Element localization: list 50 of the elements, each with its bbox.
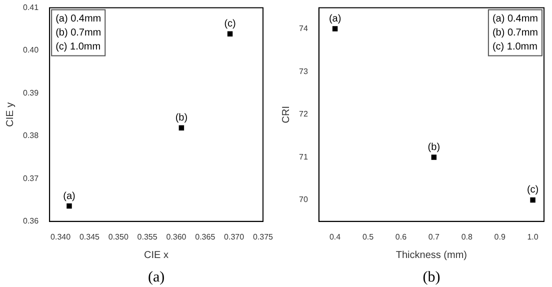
x-tick-label: 0.6 (395, 232, 408, 242)
point (178, 125, 184, 130)
annotation: (c) 1.0mm (492, 42, 538, 53)
x-tick-label: 0.9 (494, 232, 506, 242)
y-tick-label: 0.36 (22, 216, 40, 226)
annotation: (c) (526, 184, 539, 196)
point (227, 31, 233, 36)
x-tick-label: 1.0 (527, 232, 539, 242)
point (431, 154, 437, 160)
y-axis-title: CRI (280, 106, 292, 124)
x-tick-label: 0.350 (108, 232, 129, 242)
annotation: (a) (63, 190, 76, 202)
y-tick-label: 0.40 (22, 46, 40, 55)
x-tick-label: 0.4 (329, 232, 342, 242)
y-tick-label: 0.38 (22, 131, 40, 140)
point (66, 203, 72, 209)
x-tick-label: 0.5 (362, 232, 374, 242)
annotation: (b) (175, 112, 188, 124)
y-tick-label: 70 (298, 195, 308, 204)
annotation: (a) 0.4mm (492, 14, 538, 25)
point (332, 26, 338, 32)
point (530, 197, 536, 203)
y-axis-title: CIE y (4, 102, 16, 127)
x-tick-label: 0.375 (252, 232, 274, 242)
text: (b) (422, 269, 440, 286)
annotation: (b) 0.7mm (492, 28, 538, 39)
x-tick-label: 0.340 (50, 232, 72, 242)
y-tick-label: 0.41 (22, 3, 40, 12)
text: (a) (148, 269, 165, 286)
annotation: (a) 0.4mm (56, 14, 102, 25)
y-tick-label: 0.39 (22, 88, 40, 98)
y-tick-label: 71 (298, 152, 308, 162)
x-tick-label: 0.8 (461, 232, 473, 242)
x-tick-label: 0.360 (166, 232, 187, 242)
y-tick-label: 0.37 (22, 174, 40, 183)
x-tick-label: 0.370 (224, 232, 245, 242)
x-tick-label: 0.365 (195, 232, 216, 242)
annotation: (c) (224, 18, 236, 30)
x-axis-title: Thickness (mm) (396, 250, 468, 261)
y-tick-label: 73 (298, 66, 308, 76)
x-tick-label: 0.345 (79, 232, 100, 242)
annotation: (b) 0.7mm (56, 28, 102, 39)
y-tick-label: 72 (298, 110, 308, 119)
x-axis-title: CIE x (144, 250, 169, 261)
annotation: (a) (328, 14, 342, 25)
x-tick-label: 0.355 (137, 232, 158, 242)
annotation: (c) 1.0mm (56, 42, 101, 53)
x-tick-label: 0.7 (428, 232, 440, 242)
y-tick-label: 74 (298, 24, 308, 33)
annotation: (b) (428, 142, 440, 153)
